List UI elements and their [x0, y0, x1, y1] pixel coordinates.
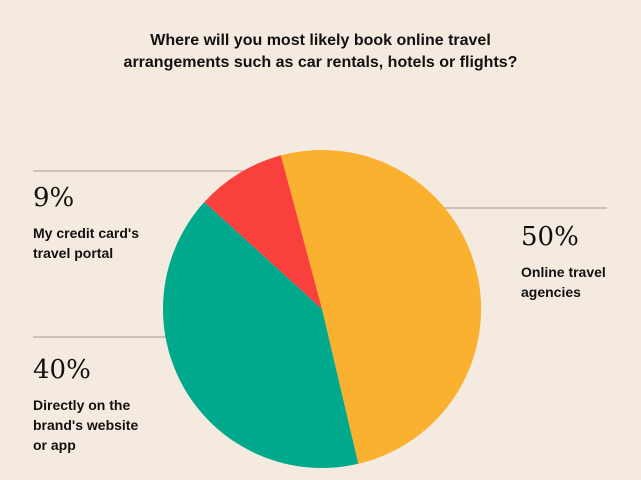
pie-slice-direct [163, 202, 359, 468]
slice-label-credit-card-portal: My credit card's travel portal [33, 223, 139, 263]
slice-label-line: or app [33, 437, 76, 453]
slice-label-line: My credit card's [33, 225, 140, 241]
chart-title-line-1: Where will you most likely book online t… [150, 32, 491, 49]
slice-value-online-travel-agencies: 50% [521, 222, 579, 252]
chart-title: Where will you most likely book online t… [70, 30, 571, 74]
chart-title-line-2: arrangements such as car rentals, hotels… [123, 54, 518, 71]
slice-label-line: Directly on the [33, 397, 131, 413]
slice-value-directly-on-brand: 40% [33, 355, 91, 385]
slice-label-line: Online travel [521, 264, 606, 280]
slice-value-credit-card-portal: 9% [33, 183, 75, 213]
pie-slice-credit [204, 155, 322, 309]
callout-credit-card-portal: 9% My credit card's travel portal [33, 183, 139, 263]
slice-label-line: brand's website [33, 417, 139, 433]
slice-label-online-travel-agencies: Online travel agencies [521, 262, 606, 302]
slice-label-line: agencies [521, 284, 581, 300]
slice-label-line: travel portal [33, 245, 114, 261]
slice-label-directly-on-brand: Directly on the brand's website or app [33, 395, 138, 455]
pie-slice-online [280, 149, 482, 464]
callout-online-travel-agencies: 50% Online travel agencies [521, 222, 606, 302]
callout-directly-on-brand: 40% Directly on the brand's website or a… [33, 355, 138, 455]
